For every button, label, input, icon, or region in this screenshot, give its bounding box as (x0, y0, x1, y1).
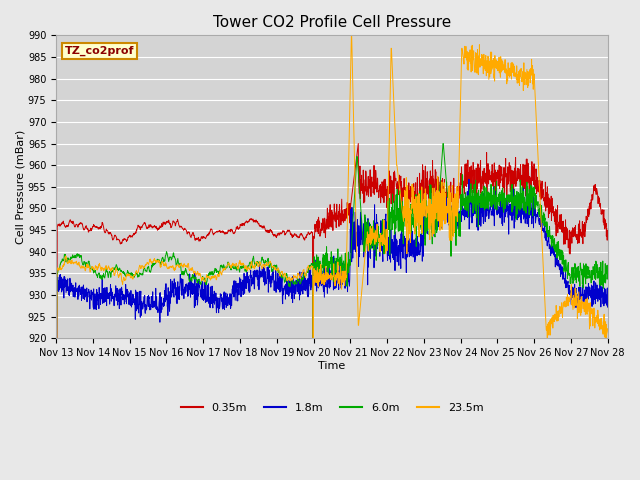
X-axis label: Time: Time (318, 361, 346, 371)
Y-axis label: Cell Pressure (mBar): Cell Pressure (mBar) (15, 130, 25, 244)
Legend: 0.35m, 1.8m, 6.0m, 23.5m: 0.35m, 1.8m, 6.0m, 23.5m (176, 399, 488, 418)
Text: TZ_co2prof: TZ_co2prof (65, 46, 134, 56)
Title: Tower CO2 Profile Cell Pressure: Tower CO2 Profile Cell Pressure (213, 15, 451, 30)
